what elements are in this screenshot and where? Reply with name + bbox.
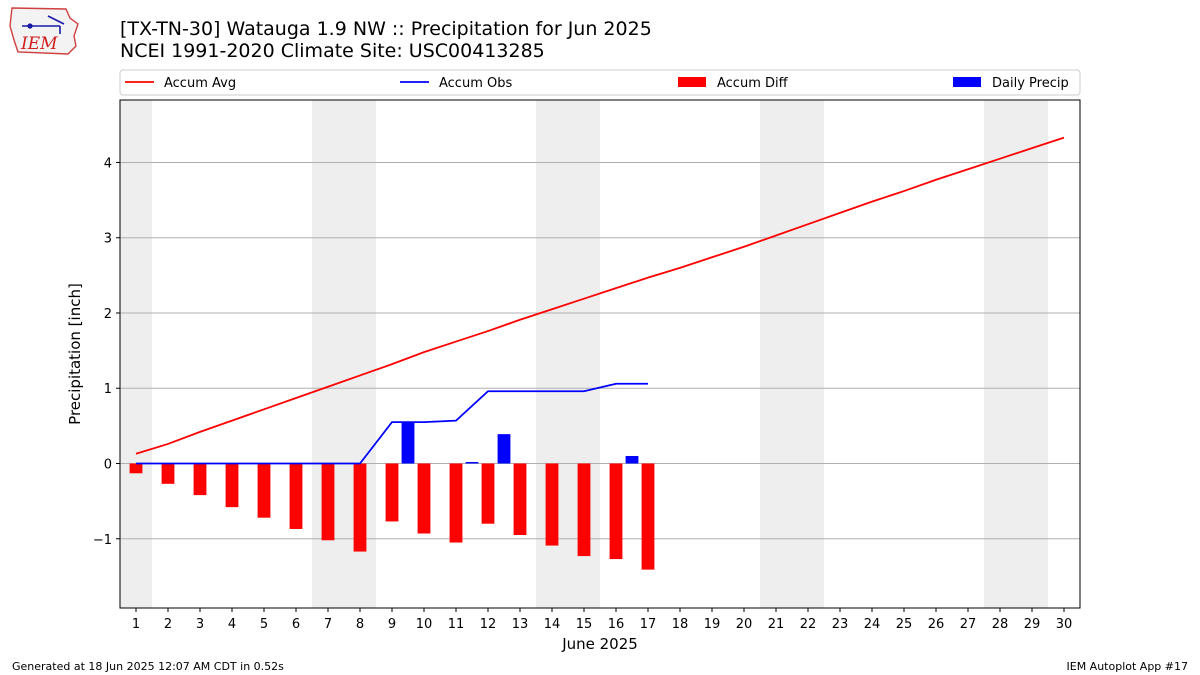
- accum-diff-bar: [449, 463, 463, 543]
- x-axis-label: June 2025: [561, 635, 638, 653]
- weekend-band: [792, 100, 824, 608]
- wind-vane-icon: [22, 15, 65, 34]
- x-tick-label: 19: [704, 617, 721, 632]
- x-tick-label: 1: [132, 617, 140, 632]
- x-tick-label: 8: [356, 617, 364, 632]
- iem-logo: IEM: [9, 7, 79, 55]
- x-tick-label: 30: [1056, 617, 1073, 632]
- footer-app: IEM Autoplot App #17: [1066, 660, 1189, 673]
- legend-label: Accum Obs: [439, 76, 512, 91]
- legend-swatch-bar: [953, 77, 981, 87]
- daily-precip-bar: [497, 434, 511, 464]
- x-tick-label: 26: [928, 617, 945, 632]
- y-tick-label: 0: [104, 458, 112, 473]
- accum-diff-bar: [417, 463, 431, 534]
- y-tick-label: 1: [104, 382, 112, 397]
- x-tick-label: 7: [324, 617, 332, 632]
- footer-generated: Generated at 18 Jun 2025 12:07 AM CDT in…: [12, 660, 284, 673]
- accum-diff-bar: [481, 463, 495, 524]
- daily-precip-bar: [625, 455, 639, 464]
- legend-label: Daily Precip: [992, 76, 1069, 91]
- x-tick-label: 12: [480, 617, 497, 632]
- chart-title-line2: NCEI 1991-2020 Climate Site: USC00413285: [120, 40, 545, 62]
- x-tick-label: 21: [768, 617, 785, 632]
- x-tick-label: 14: [544, 617, 561, 632]
- accum-diff-bar: [577, 463, 591, 557]
- legend-label: Accum Diff: [717, 76, 789, 91]
- x-tick-label: 18: [672, 617, 689, 632]
- plot-area: 1 2 3 4 5 6 7 8 9 10 11 12 13 14 15 16 17 18 19 20 21 22 23 24 2…: [93, 99, 1081, 632]
- accum-diff-bar: [161, 463, 175, 484]
- weekend-band: [1016, 100, 1048, 608]
- logo-text: IEM: [20, 34, 58, 54]
- x-tick-label: 28: [992, 617, 1009, 632]
- accum-diff-bar: [385, 463, 399, 522]
- legend: Accum Avg Accum Obs Accum Diff Daily Precip: [119, 69, 1081, 96]
- accum-diff-bar: [193, 463, 207, 496]
- x-tick-label: 2: [164, 617, 172, 632]
- x-tick-label: 4: [228, 617, 236, 632]
- accum-diff-bar: [257, 463, 271, 518]
- legend-swatch-bar: [678, 77, 706, 87]
- x-tick-label: 17: [640, 617, 657, 632]
- accum-diff-bar: [353, 463, 367, 552]
- plot-frame: [119, 99, 1081, 609]
- x-tick-label: 10: [416, 617, 433, 632]
- x-tick-label: 13: [512, 617, 529, 632]
- weekend-band: [760, 100, 792, 608]
- accum-diff-bar: [321, 463, 335, 541]
- chart-title-line1: [TX-TN-30] Watauga 1.9 NW :: Precipitati…: [120, 18, 652, 40]
- accum-diff-bar: [545, 463, 559, 546]
- daily-precip-bar: [465, 461, 479, 464]
- legend-label: Accum Avg: [164, 76, 236, 91]
- y-tick-label: 2: [104, 307, 112, 322]
- x-tick-label: 29: [1024, 617, 1041, 632]
- legend-frame: [119, 69, 1081, 96]
- y-axis-label: Precipitation [inch]: [66, 283, 84, 425]
- x-tick-label: 23: [832, 617, 849, 632]
- daily-precip-bar: [401, 422, 415, 464]
- x-tick-label: 5: [260, 617, 268, 632]
- x-tick-label: 20: [736, 617, 753, 632]
- accum-obs-line: [136, 382, 648, 465]
- y-tick-label: −1: [93, 533, 112, 548]
- x-tick-label: 16: [608, 617, 625, 632]
- x-tick-label: 6: [292, 617, 300, 632]
- accum-avg-line: [135, 136, 1065, 455]
- accum-diff-bar: [289, 463, 303, 529]
- x-tick-label: 22: [800, 617, 817, 632]
- iowa-outline-icon: [9, 7, 79, 55]
- x-tick-label: 3: [196, 617, 204, 632]
- accum-diff-bar: [641, 463, 655, 570]
- x-tick-label: 15: [576, 617, 593, 632]
- weekend-band: [120, 100, 152, 608]
- accum-diff-bar: [225, 463, 239, 508]
- x-tick-label: 9: [388, 617, 396, 632]
- accum-diff-bar: [513, 463, 527, 535]
- x-tick-label: 27: [960, 617, 977, 632]
- x-tick-label: 25: [896, 617, 913, 632]
- x-tick-label: 11: [448, 617, 465, 632]
- weekend-band: [984, 100, 1016, 608]
- accum-diff-bar: [129, 463, 143, 474]
- accum-diff-bar: [609, 463, 623, 560]
- x-tick-label: 24: [864, 617, 881, 632]
- y-tick-label: 3: [104, 232, 112, 247]
- y-tick-label: 4: [104, 156, 112, 171]
